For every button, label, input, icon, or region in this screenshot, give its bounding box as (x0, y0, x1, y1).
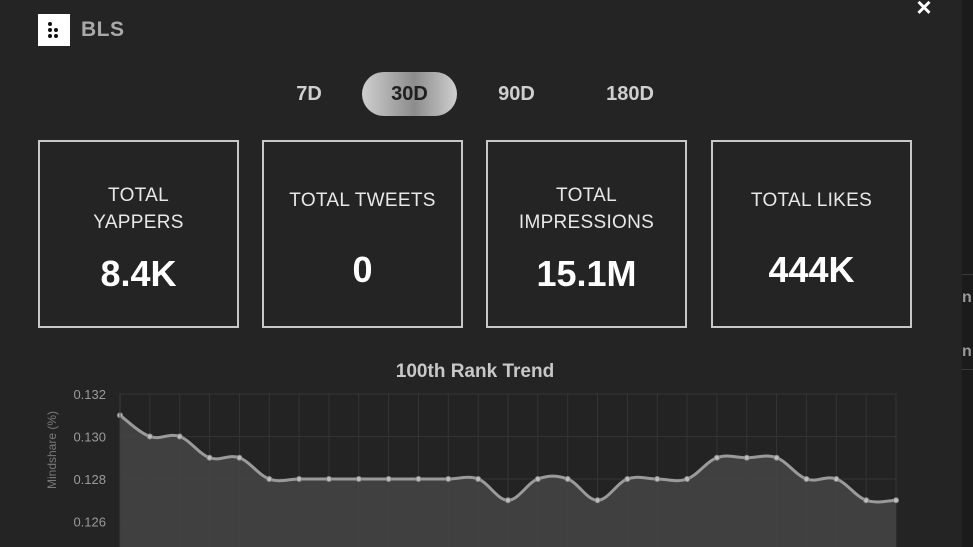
background-text-fragment: n (962, 344, 972, 360)
stat-label: TOTAL IMPRESSIONS (518, 185, 655, 233)
data-point (833, 476, 840, 482)
data-point (684, 476, 691, 482)
data-point (713, 454, 720, 461)
data-point (863, 497, 870, 504)
data-point (564, 476, 571, 482)
project-title: BLS (81, 18, 125, 41)
data-point (773, 454, 780, 461)
data-point (325, 476, 332, 482)
data-point (206, 454, 213, 461)
data-point (534, 476, 541, 482)
y-tick-label: 0.132 (73, 387, 106, 402)
stat-card-total-likes: TOTAL LIKES 444K (711, 140, 912, 328)
data-point (624, 476, 631, 482)
data-point (505, 497, 511, 504)
y-tick-label: 0.128 (73, 472, 106, 487)
stat-card-total-impressions: TOTAL IMPRESSIONS 15.1M (486, 140, 687, 328)
data-point (355, 476, 362, 482)
tab-180d[interactable]: 180D (606, 83, 654, 105)
data-point (803, 476, 810, 482)
data-point (654, 476, 661, 482)
stat-card-total-tweets: TOTAL TWEETS 0 (262, 140, 463, 328)
stat-value: 8.4K (100, 253, 177, 294)
tab-90d[interactable]: 90D (498, 83, 535, 105)
data-point (266, 476, 273, 482)
data-point (296, 476, 303, 482)
stat-label: TOTAL TWEETS (289, 190, 436, 211)
project-logo (38, 14, 70, 46)
data-point (146, 433, 153, 440)
stat-value: 0 (352, 249, 373, 290)
data-point (594, 497, 601, 504)
data-point (385, 476, 392, 482)
data-point (415, 476, 422, 482)
data-point (475, 476, 482, 482)
stat-label: TOTAL LIKES (750, 190, 873, 211)
background-text-fragment: n (962, 290, 972, 306)
stat-value: 15.1M (536, 253, 637, 294)
stat-value: 444K (768, 249, 855, 290)
close-icon[interactable]: × (916, 0, 932, 22)
modal-header: BLS (38, 14, 125, 46)
background-page-edge (962, 0, 973, 547)
data-point (893, 497, 899, 504)
stat-label: TOTAL YAPPERS (93, 185, 184, 233)
data-point (445, 476, 452, 482)
tab-7d[interactable]: 7D (296, 83, 322, 105)
background-divider (962, 274, 973, 275)
data-point (236, 454, 243, 461)
y-tick-label: 0.126 (73, 515, 106, 530)
data-point (176, 433, 183, 440)
background-divider (962, 369, 973, 370)
tab-30d[interactable]: 30D (362, 72, 457, 116)
chart-title: 100th Rank Trend (395, 361, 555, 382)
rank-trend-chart: 0.132 0.130 0.128 0.126 Mindshare (%) (45, 387, 899, 547)
data-point (743, 454, 750, 461)
y-tick-label: 0.130 (73, 430, 106, 445)
y-axis-label: Mindshare (%) (45, 411, 59, 489)
stat-card-total-yappers: TOTAL YAPPERS 8.4K (38, 140, 239, 328)
area-fill (120, 415, 896, 547)
